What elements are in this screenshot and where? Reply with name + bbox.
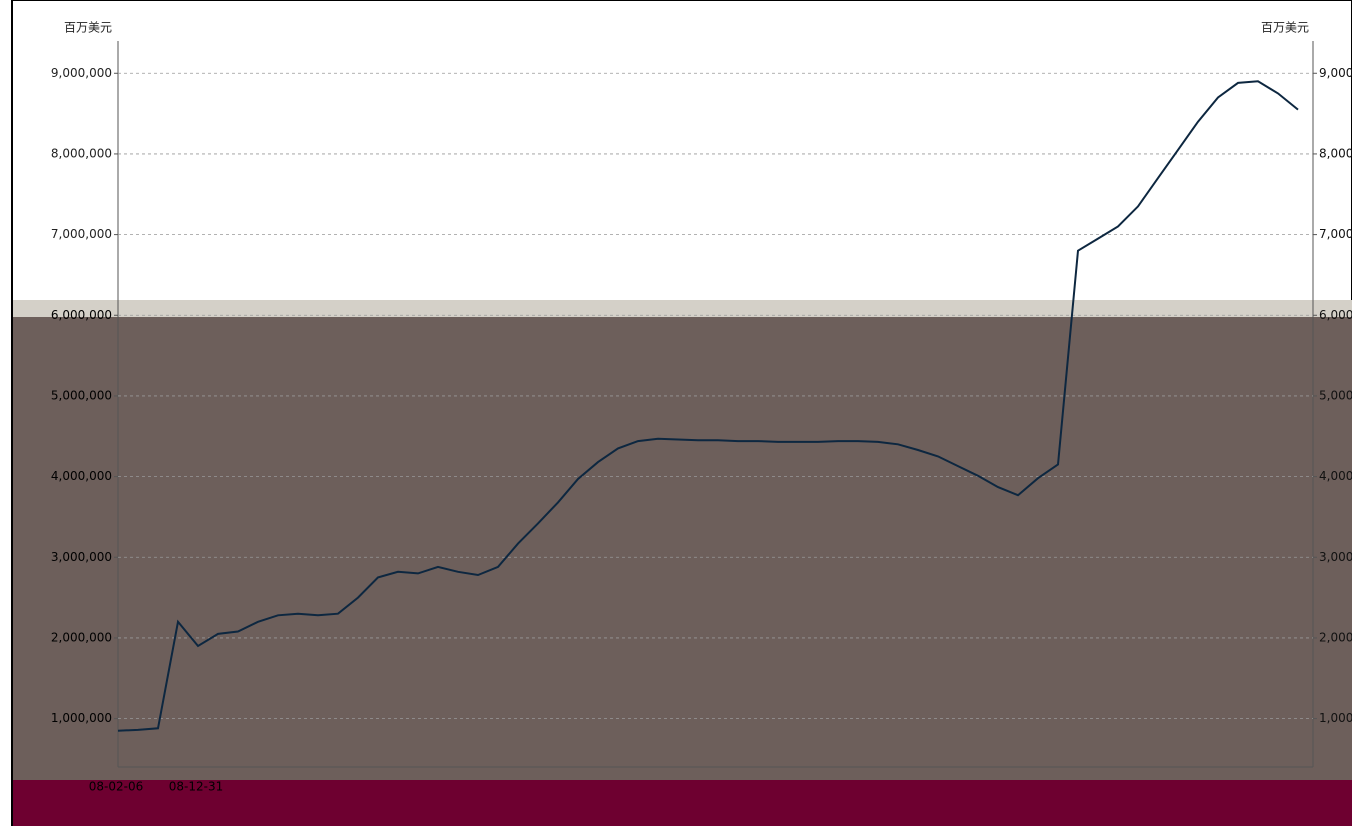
bottom-bar (13, 780, 1352, 826)
y2-axis-label: 百万美元 (1261, 21, 1309, 35)
frame (11, 0, 1352, 826)
x-tick-label: 08-02-06 (89, 780, 143, 794)
y-axis-label: 百万美元 (64, 21, 112, 35)
y-tick-label: 1,000,000 (51, 711, 112, 725)
y2-tick-label: 3,000,000 (1319, 550, 1352, 564)
y-tick-label: 5,000,000 (51, 388, 112, 402)
y-tick-label: 4,000,000 (51, 469, 112, 483)
y2-tick-label: 4,000,000 (1319, 469, 1352, 483)
plot-band (13, 300, 1352, 780)
y-tick-label: 6,000,000 (51, 308, 112, 322)
glitch-strip (13, 300, 1352, 317)
y2-tick-label: 2,000,000 (1319, 630, 1352, 644)
y-tick-label: 3,000,000 (51, 550, 112, 564)
x-tick-label: 08-12-31 (169, 780, 223, 794)
y-tick-label: 8,000,000 (51, 146, 112, 160)
y2-tick-label: 8,000,000 (1319, 146, 1352, 160)
y-tick-label: 7,000,000 (51, 227, 112, 241)
series-line (117, 80, 1299, 732)
y2-tick-label: 7,000,000 (1319, 227, 1352, 241)
y2-tick-label: 6,000,000 (1319, 308, 1352, 322)
y2-tick-label: 1,000,000 (1319, 711, 1352, 725)
y-tick-label: 9,000,000 (51, 66, 112, 80)
y2-tick-label: 9,000,000 (1319, 66, 1352, 80)
y-tick-label: 2,000,000 (51, 630, 112, 644)
y2-tick-label: 5,000,000 (1319, 388, 1352, 402)
